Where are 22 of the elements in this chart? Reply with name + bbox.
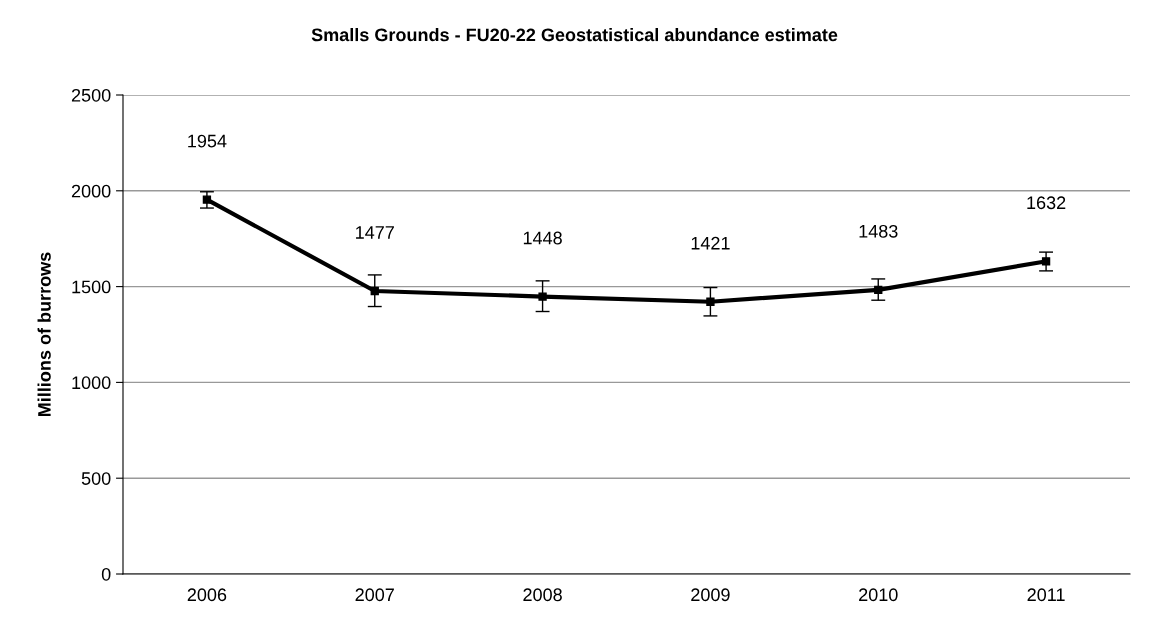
data-label: 1421	[691, 236, 730, 250]
y-tick-label: 2500	[71, 88, 111, 102]
point	[538, 292, 547, 301]
x-tick-label: 2008	[523, 588, 562, 602]
point	[706, 297, 715, 306]
y-tick-label: 1500	[72, 280, 111, 294]
x-tick-label: 2010	[859, 588, 898, 602]
x-tick-label: 2011	[1027, 588, 1065, 602]
x-tick-label: 2007	[355, 588, 394, 602]
y-tick-label: 1000	[72, 376, 111, 390]
y-tick-label: 0	[101, 567, 111, 581]
x-tick-label: 2009	[691, 588, 730, 602]
data-label: 1632	[1027, 196, 1066, 210]
chart-title: Smalls Grounds - FU20-22 Geostatistical abundance estimate	[311, 27, 838, 42]
data-label: 1477	[356, 226, 394, 239]
data-label: 1448	[523, 231, 562, 245]
y-tick-label: 500	[81, 472, 111, 485]
data-label: 1954	[188, 134, 227, 148]
x-tick-label: 2006	[187, 588, 227, 602]
data-label: 1483	[859, 224, 898, 238]
y-axis-title: Millions of burrows	[37, 252, 51, 417]
y-tick-label: 2000	[71, 184, 111, 198]
